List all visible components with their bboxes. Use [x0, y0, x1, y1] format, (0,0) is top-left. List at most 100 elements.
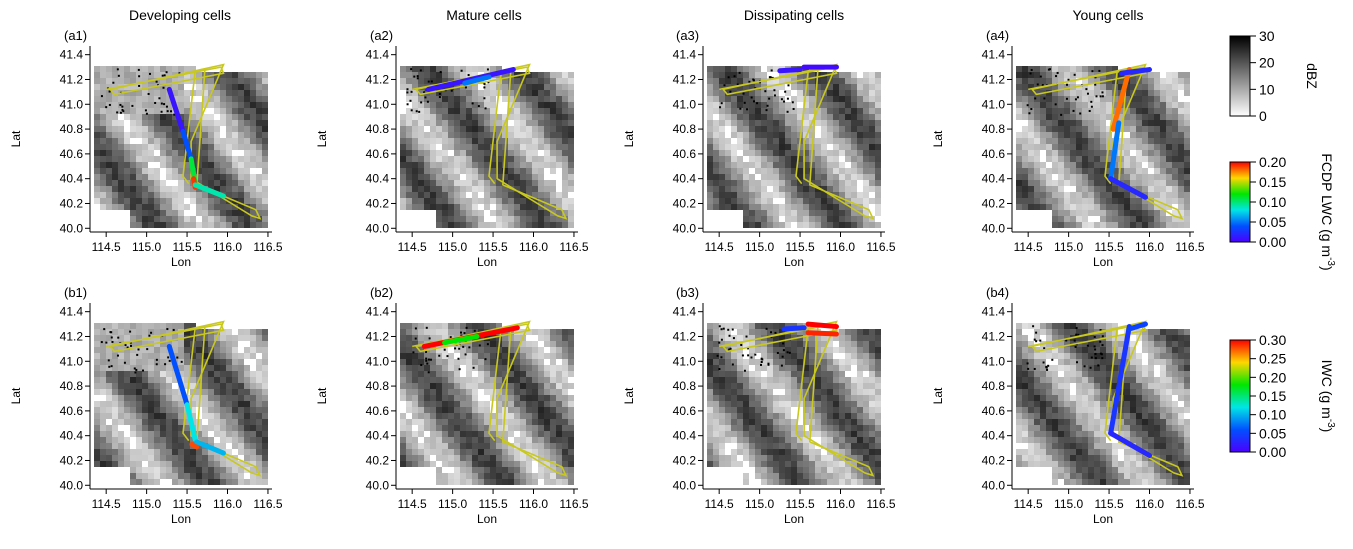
y-tick-label: 41.4 [366, 305, 390, 319]
x-tick-label: 115.5 [1094, 497, 1123, 511]
y-tick-label: 41.2 [673, 72, 697, 86]
map-panel-b2: 114.5 115.0 115.5 116.0 116.5 40.0 40.2 40.4 40.… [315, 303, 589, 526]
colorbar-tick-label: 0.20 [1259, 369, 1286, 385]
x-axis-label: Lon [477, 512, 497, 526]
data-segment [194, 439, 226, 456]
y-tick-label: 40.2 [673, 196, 697, 210]
data-segment [1126, 321, 1148, 332]
map-panel-b4: 114.5 115.0 115.5 116.0 116.5 40.0 40.2 40.4 40.… [931, 303, 1205, 526]
column-title: Developing cells [129, 7, 231, 23]
y-tick-label: 40.2 [982, 453, 1006, 467]
x-axis-label: Lon [171, 255, 191, 269]
colorbar-tick-label: 0.25 [1259, 351, 1286, 367]
y-tick-label: 40.0 [673, 221, 697, 235]
x-tick-label: 116.5 [1175, 497, 1204, 511]
panel-label: (a1) [64, 28, 87, 43]
data-segment [805, 321, 839, 330]
x-axis-label: Lon [477, 255, 497, 269]
x-tick-label: 116.5 [866, 497, 895, 511]
data-segment [180, 129, 194, 162]
colorbar-tick-label: 0.10 [1259, 407, 1286, 423]
x-tick-label: 115.5 [478, 240, 507, 254]
x-tick-label: 115.0 [745, 497, 774, 511]
y-tick-label: 40.4 [673, 172, 697, 186]
data-segment [166, 343, 190, 408]
x-tick-label: 116.0 [519, 497, 548, 511]
map-panel-a1: 114.5 115.0 115.5 116.0 116.5 40.0 40.2 40.4 40.… [9, 46, 283, 269]
y-tick-label: 40.0 [60, 478, 84, 492]
x-axis-label: Lon [1093, 255, 1113, 269]
y-tick-label: 40.8 [60, 122, 84, 136]
y-tick-label: 40.8 [60, 379, 84, 393]
y-tick-label: 40.4 [60, 429, 84, 443]
y-tick-label: 40.8 [982, 379, 1006, 393]
y-tick-label: 41.0 [982, 354, 1006, 368]
y-tick-label: 40.6 [982, 404, 1006, 418]
y-tick-label: 41.4 [982, 48, 1006, 62]
data-segment [1108, 324, 1132, 436]
y-tick-label: 40.8 [982, 122, 1006, 136]
x-tick-label: 115.5 [478, 497, 507, 511]
data-segment [1118, 67, 1153, 76]
y-tick-label: 41.0 [366, 354, 390, 368]
colorbar-iwc: 0.30 0.25 0.20 0.15 0.10 0.05 0.00 IWC (g m-3) [1229, 332, 1336, 460]
colorbar-dbz-ticks: 30 20 10 0 [1250, 28, 1275, 124]
panel-label: (b3) [676, 285, 699, 300]
panel-label: (b2) [370, 285, 393, 300]
y-tick-label: 40.6 [673, 147, 697, 161]
y-tick-label: 40.0 [673, 478, 697, 492]
x-axis-label: Lon [1093, 512, 1113, 526]
radar-echo-field [1016, 323, 1190, 485]
panel-label: (a3) [676, 28, 699, 43]
column-title: Mature cells [446, 7, 521, 23]
y-tick-label: 40.0 [982, 221, 1006, 235]
y-tick-label: 40.6 [60, 404, 84, 418]
column-title: Dissipating cells [744, 7, 844, 23]
y-tick-label: 41.0 [673, 97, 697, 111]
map-panel-a2: 114.5 115.0 115.5 116.0 116.5 40.0 40.2 40.4 40.… [315, 46, 589, 269]
data-segment [781, 325, 807, 332]
x-tick-label: 115.5 [1094, 240, 1123, 254]
y-tick-label: 40.4 [673, 429, 697, 443]
colorbar-tick-label: 0.10 [1259, 194, 1286, 210]
colorbar-tick-label: 0.00 [1259, 234, 1286, 250]
radar-echo-field [707, 66, 881, 228]
colorbar-lwc: 0.20 0.15 0.10 0.05 0.00 FCDP LWC (g m-3) [1229, 153, 1336, 271]
data-segment [1108, 176, 1148, 200]
y-tick-label: 41.2 [366, 329, 390, 343]
x-axis-label: Lon [171, 512, 191, 526]
y-tick-label: 41.4 [982, 305, 1006, 319]
y-tick-label: 40.2 [366, 196, 390, 210]
y-tick-label: 41.4 [60, 48, 84, 62]
x-tick-label: 114.5 [1014, 497, 1043, 511]
x-axis-label: Lon [784, 512, 804, 526]
radar-echo-field [94, 66, 268, 228]
x-tick-label: 116.0 [826, 240, 855, 254]
colorbar-tick-label: 0.05 [1259, 214, 1286, 230]
y-tick-label: 40.4 [60, 172, 84, 186]
y-tick-label: 40.0 [60, 221, 84, 235]
x-tick-label: 115.0 [745, 240, 774, 254]
flight-track [719, 320, 875, 477]
y-tick-label: 41.2 [60, 329, 84, 343]
x-tick-label: 115.0 [438, 240, 467, 254]
colorbar-tick-label: 0.05 [1259, 425, 1286, 441]
y-tick-label: 41.4 [673, 305, 697, 319]
x-tick-label: 115.5 [785, 497, 814, 511]
x-tick-label: 115.0 [132, 240, 161, 254]
x-tick-label: 115.0 [1054, 497, 1083, 511]
y-tick-label: 40.6 [366, 404, 390, 418]
y-tick-label: 40.0 [982, 478, 1006, 492]
colorbar-dbz-ramp [1229, 35, 1251, 117]
x-tick-label: 115.5 [172, 497, 201, 511]
x-tick-label: 116.5 [559, 240, 588, 254]
x-tick-label: 114.5 [705, 497, 734, 511]
x-tick-label: 116.0 [213, 240, 242, 254]
colorbar-iwc-label: IWC (g m-3) [1319, 360, 1336, 433]
data-segment [1108, 430, 1153, 459]
x-tick-label: 114.5 [398, 497, 427, 511]
y-tick-label: 41.2 [366, 72, 390, 86]
y-tick-label: 40.6 [366, 147, 390, 161]
y-tick-label: 40.6 [982, 147, 1006, 161]
y-tick-label: 41.2 [60, 72, 84, 86]
